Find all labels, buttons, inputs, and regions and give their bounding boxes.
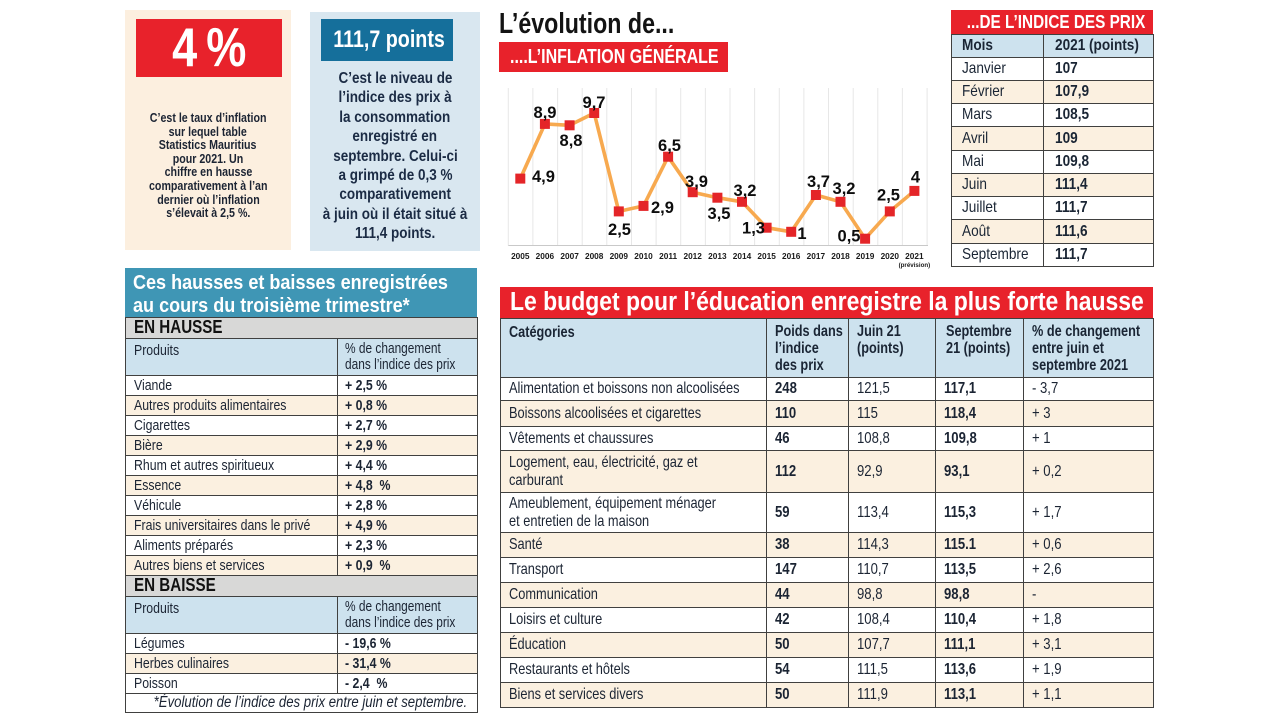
svg-text:2007: 2007 [560, 251, 579, 261]
svg-text:3,2: 3,2 [734, 182, 757, 200]
svg-text:2015: 2015 [757, 251, 776, 261]
svg-text:4,9: 4,9 [532, 168, 555, 186]
svg-text:8,9: 8,9 [534, 104, 557, 122]
svg-text:(prévision): (prévision) [899, 262, 931, 269]
svg-text:2,5: 2,5 [608, 221, 631, 239]
svg-text:2,5: 2,5 [877, 187, 900, 205]
svg-text:2014: 2014 [733, 251, 752, 261]
svg-text:2018: 2018 [831, 251, 850, 261]
svg-text:2012: 2012 [683, 251, 702, 261]
svg-text:2010: 2010 [634, 251, 653, 261]
svg-text:1,3: 1,3 [742, 220, 765, 238]
svg-text:2016: 2016 [782, 251, 801, 261]
svg-text:2013: 2013 [708, 251, 727, 261]
svg-text:2006: 2006 [536, 251, 555, 261]
svg-text:2009: 2009 [610, 251, 629, 261]
svg-text:6,5: 6,5 [658, 137, 681, 155]
svg-text:1: 1 [797, 225, 806, 243]
svg-text:8,8: 8,8 [560, 132, 583, 150]
svg-text:2017: 2017 [807, 251, 826, 261]
svg-text:9,7: 9,7 [583, 94, 606, 112]
svg-text:2019: 2019 [856, 251, 875, 261]
svg-text:3,9: 3,9 [685, 173, 708, 191]
svg-text:2008: 2008 [585, 251, 604, 261]
svg-text:4: 4 [911, 169, 921, 187]
svg-text:2021: 2021 [905, 251, 924, 261]
svg-text:2,9: 2,9 [651, 199, 674, 217]
svg-text:2020: 2020 [881, 251, 900, 261]
svg-text:2005: 2005 [511, 251, 530, 261]
svg-text:3,5: 3,5 [708, 205, 731, 223]
svg-text:0,5: 0,5 [838, 228, 861, 246]
svg-text:3,2: 3,2 [833, 180, 856, 198]
svg-text:2011: 2011 [659, 251, 677, 261]
svg-text:3,7: 3,7 [807, 173, 830, 191]
